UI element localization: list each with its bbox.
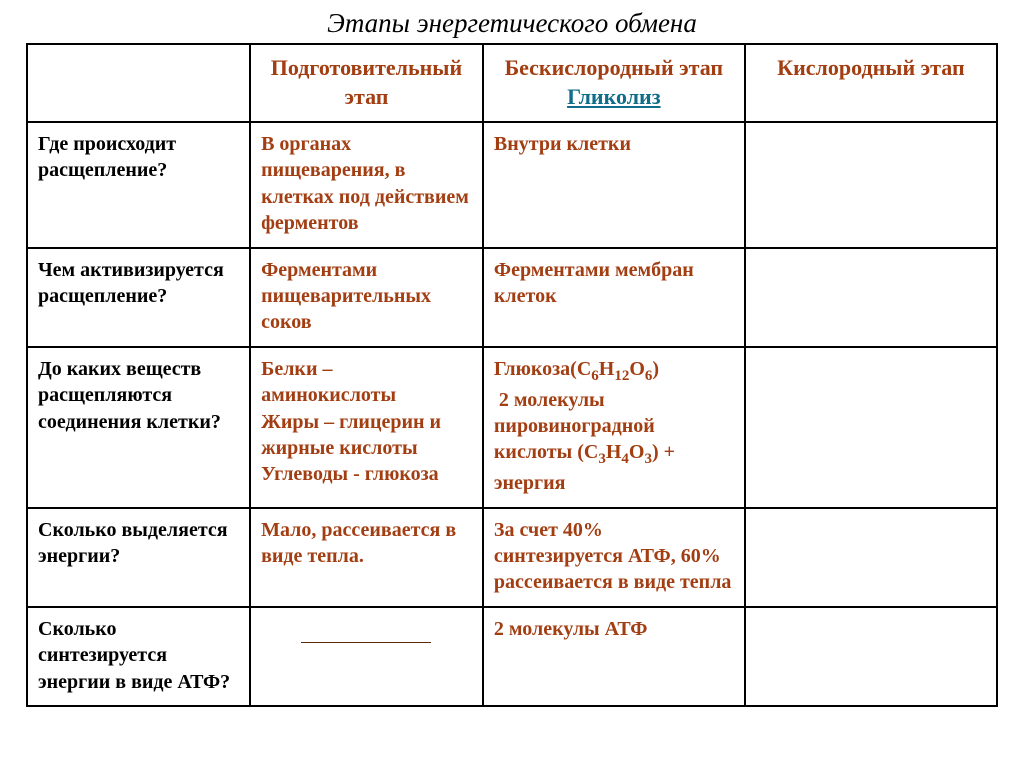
cell-prep: Ферментами пищеварительных соков <box>250 248 483 347</box>
row-label: Где происходит расщепление? <box>27 122 250 248</box>
cell-prep-blank <box>250 607 483 706</box>
cell-aer <box>745 347 997 508</box>
table-row: Сколько выделяется энергии? Мало, рассеи… <box>27 508 997 607</box>
table-header-row: Подготовительный этап Бескислородный эта… <box>27 44 997 122</box>
row-label: Чем активизируется расщепление? <box>27 248 250 347</box>
cell-prep: В органах пищеварения, в клетках под дей… <box>250 122 483 248</box>
header-cell-empty <box>27 44 250 122</box>
page-title: Этапы энергетического обмена <box>26 8 998 39</box>
table-row: Где происходит расщепление? В органах пи… <box>27 122 997 248</box>
cell-anaer: За счет 40% синтезируется АТФ, 60% рассе… <box>483 508 745 607</box>
table-row: Чем активизируется расщепление? Фермента… <box>27 248 997 347</box>
cell-prep: Мало, рассеивается в виде тепла. <box>250 508 483 607</box>
row-label: Сколько синтезируется энергии в виде АТФ… <box>27 607 250 706</box>
header-anaer-text: Бескислородный этап <box>505 55 724 80</box>
table-row: Сколько синтезируется энергии в виде АТФ… <box>27 607 997 706</box>
header-cell-anaerobic: Бескислородный этап Гликолиз <box>483 44 745 122</box>
cell-prep: Белки – аминокислотыЖиры – глицерин и жи… <box>250 347 483 508</box>
table-row: До каких веществ расщепляются соединения… <box>27 347 997 508</box>
cell-anaer: 2 молекулы АТФ <box>483 607 745 706</box>
header-cell-aerobic: Кислородный этап <box>745 44 997 122</box>
cell-aer <box>745 122 997 248</box>
glycolysis-link[interactable]: Гликолиз <box>567 84 661 109</box>
stages-table: Подготовительный этап Бескислородный эта… <box>26 43 998 707</box>
cell-anaer: Ферментами мембран клеток <box>483 248 745 347</box>
row-label: До каких веществ расщепляются соединения… <box>27 347 250 508</box>
row-label: Сколько выделяется энергии? <box>27 508 250 607</box>
blank-line-icon <box>301 622 431 643</box>
cell-anaer: Внутри клетки <box>483 122 745 248</box>
cell-aer <box>745 508 997 607</box>
cell-aer <box>745 607 997 706</box>
cell-aer <box>745 248 997 347</box>
header-cell-prep: Подготовительный этап <box>250 44 483 122</box>
cell-anaer: Глюкоза(С6Н12О6) 2 молекулы пировиноград… <box>483 347 745 508</box>
